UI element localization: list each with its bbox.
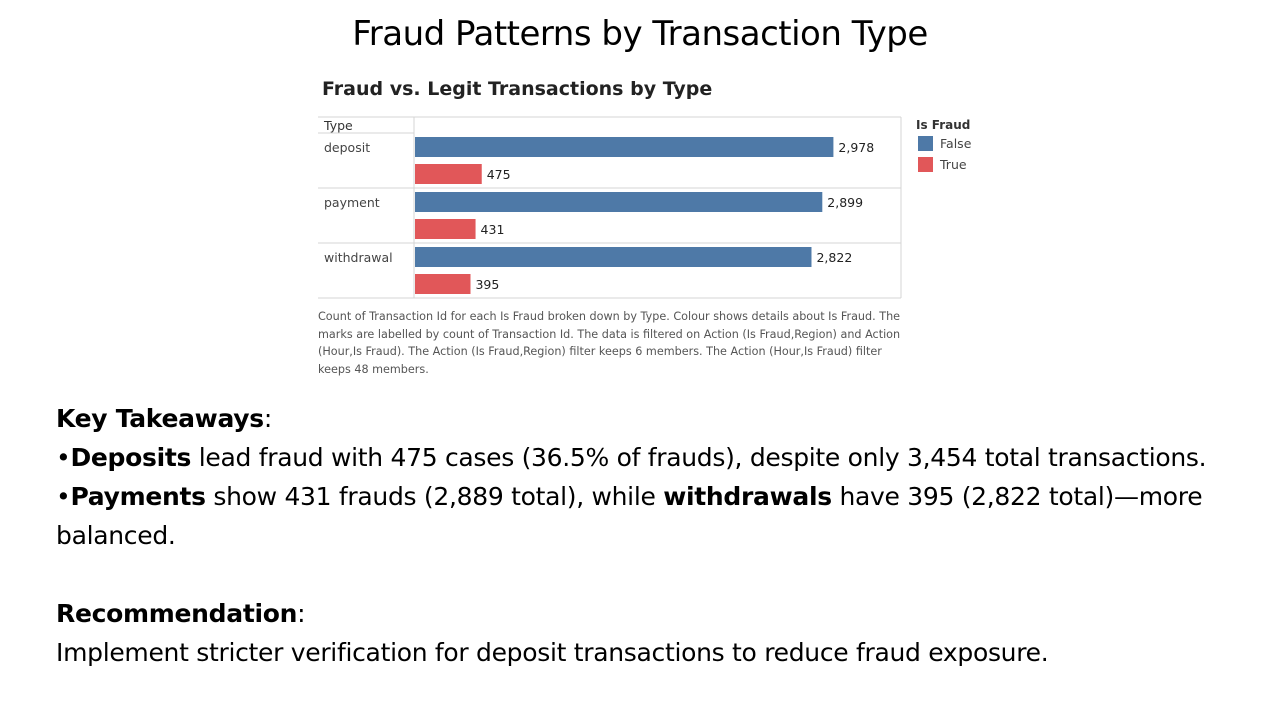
takeaway-deposits: •Deposits lead fraud with 475 cases (36.… bbox=[56, 438, 1256, 477]
legend-title: Is Fraud bbox=[916, 118, 970, 132]
takeaways-section: Key Takeaways: •Deposits lead fraud with… bbox=[56, 399, 1256, 672]
legend-label: False bbox=[940, 136, 972, 151]
withdrawals-text: have 395 (2,822 total)—more balanced. bbox=[56, 482, 1203, 550]
data-label: 2,822 bbox=[816, 250, 852, 265]
category-label: deposit bbox=[324, 140, 370, 155]
takeaway-payments: •Payments show 431 frauds (2,889 total),… bbox=[56, 477, 1256, 555]
deposits-text: lead fraud with 475 cases (36.5% of frau… bbox=[191, 443, 1207, 472]
key-takeaways-heading-line: Key Takeaways: bbox=[56, 399, 1256, 438]
data-label: 395 bbox=[475, 277, 499, 292]
legend-label: True bbox=[939, 157, 967, 172]
legend-swatch bbox=[918, 157, 933, 172]
payments-text: show 431 frauds (2,889 total), while bbox=[205, 482, 664, 511]
bar bbox=[415, 192, 823, 212]
bar bbox=[415, 164, 482, 184]
data-label: 431 bbox=[481, 222, 505, 237]
bullet-marker: • bbox=[56, 443, 71, 472]
chart-title: Fraud vs. Legit Transactions by Type bbox=[322, 78, 713, 100]
withdrawals-label: withdrawals bbox=[663, 482, 832, 511]
recommendation-heading: Recommendation bbox=[56, 599, 298, 628]
bar bbox=[415, 247, 812, 267]
chart-caption: Count of Transaction Id for each Is Frau… bbox=[318, 310, 901, 376]
payments-label: Payments bbox=[70, 482, 206, 511]
key-takeaways-heading: Key Takeaways bbox=[56, 404, 264, 433]
data-label: 2,899 bbox=[827, 195, 863, 210]
slide-title: Fraud Patterns by Transaction Type bbox=[352, 14, 928, 54]
bar bbox=[415, 274, 471, 294]
category-label: payment bbox=[324, 195, 380, 210]
bar-chart: Type deposit 2,978 475 payment 2,899 431 withdr… bbox=[318, 116, 972, 299]
bar bbox=[415, 137, 834, 157]
recommendation-colon: : bbox=[297, 599, 306, 628]
key-takeaways-colon: : bbox=[263, 404, 272, 433]
bullet-marker: • bbox=[56, 482, 71, 511]
data-label: 475 bbox=[487, 167, 511, 182]
row-header-label: Type bbox=[323, 118, 353, 133]
legend-swatch bbox=[918, 136, 933, 151]
data-label: 2,978 bbox=[838, 140, 874, 155]
bar bbox=[415, 219, 476, 239]
deposits-label: Deposits bbox=[70, 443, 192, 472]
recommendation-text: Implement stricter verification for depo… bbox=[56, 638, 1049, 667]
category-label: withdrawal bbox=[324, 250, 393, 265]
recommendation-heading-line: Recommendation: bbox=[56, 594, 1256, 633]
spacer bbox=[56, 555, 1256, 594]
